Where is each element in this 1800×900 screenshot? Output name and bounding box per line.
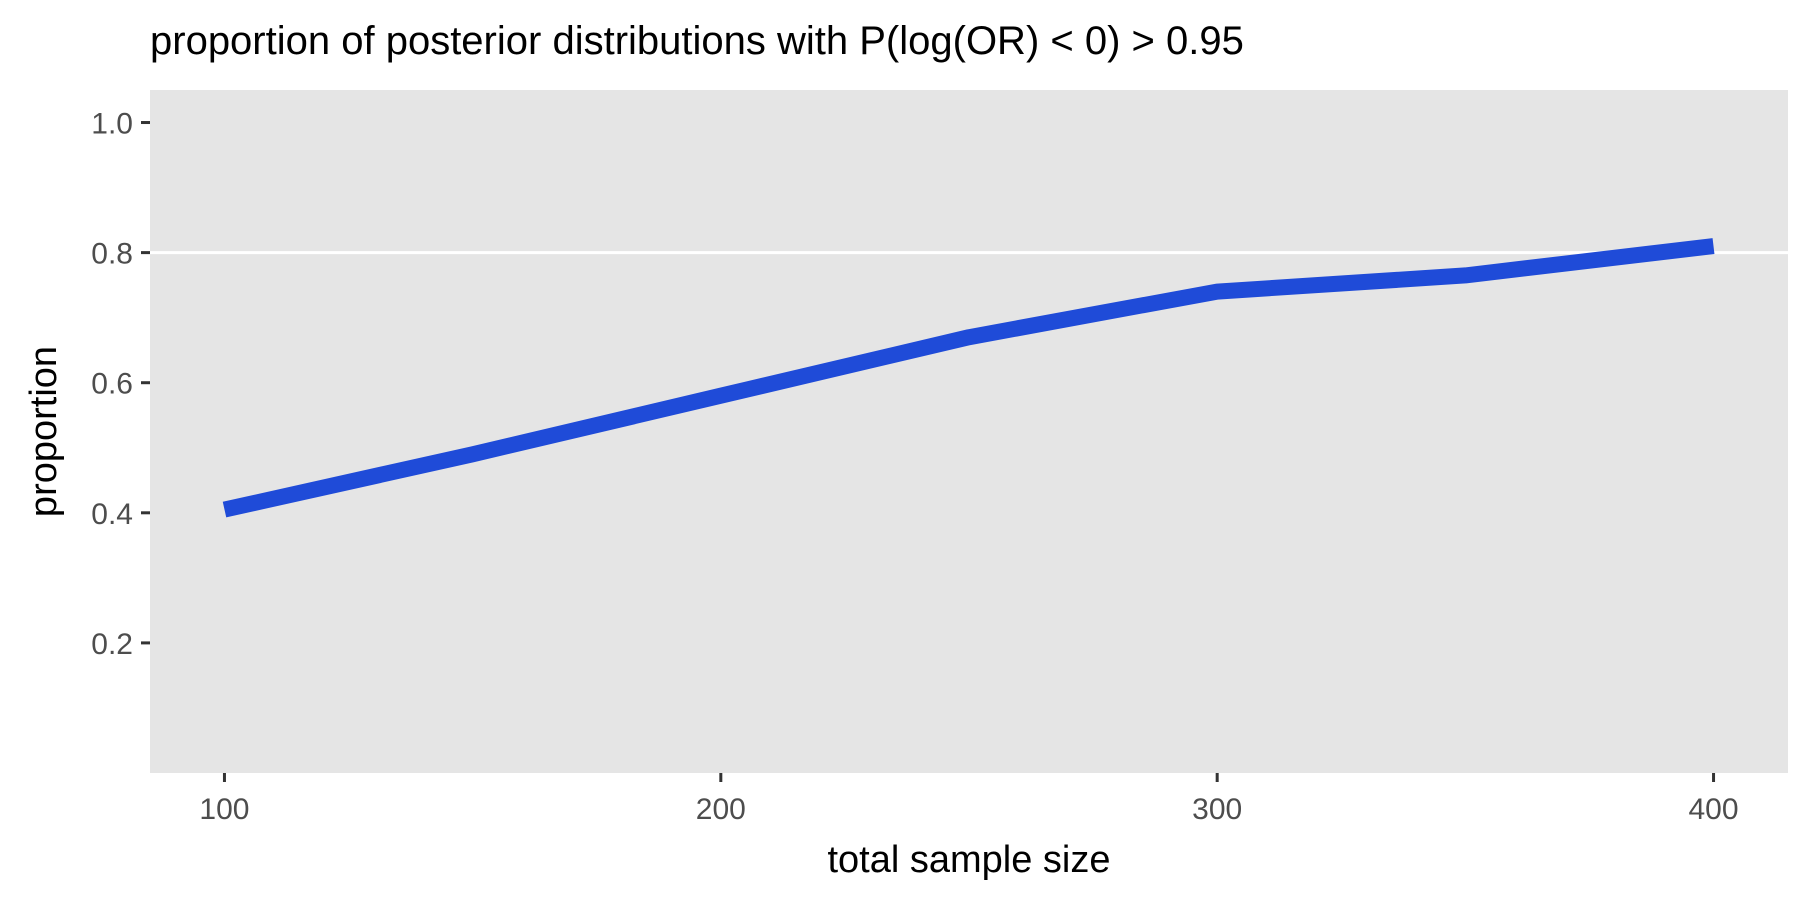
plot-panel (150, 90, 1788, 773)
y-axis: 0.2 0.4 0.6 0.8 1.0 (91, 108, 150, 661)
x-axis-title: total sample size (827, 839, 1110, 881)
y-tick-label: 0.2 (91, 628, 133, 661)
x-axis: 100 200 300 400 (199, 773, 1739, 826)
x-tick-label: 200 (696, 793, 746, 826)
y-tick-label: 0.6 (91, 368, 133, 401)
series-line (222, 238, 1715, 518)
x-tick-label: 300 (1192, 793, 1242, 826)
x-tick-label: 100 (199, 793, 249, 826)
y-tick-label: 1.0 (91, 108, 133, 141)
y-axis-title: proportion (23, 346, 65, 517)
chart-title: proportion of posterior distributions wi… (150, 19, 1244, 63)
y-tick-label: 0.8 (91, 238, 133, 271)
x-tick-label: 400 (1689, 793, 1739, 826)
y-tick-label: 0.4 (91, 498, 133, 531)
